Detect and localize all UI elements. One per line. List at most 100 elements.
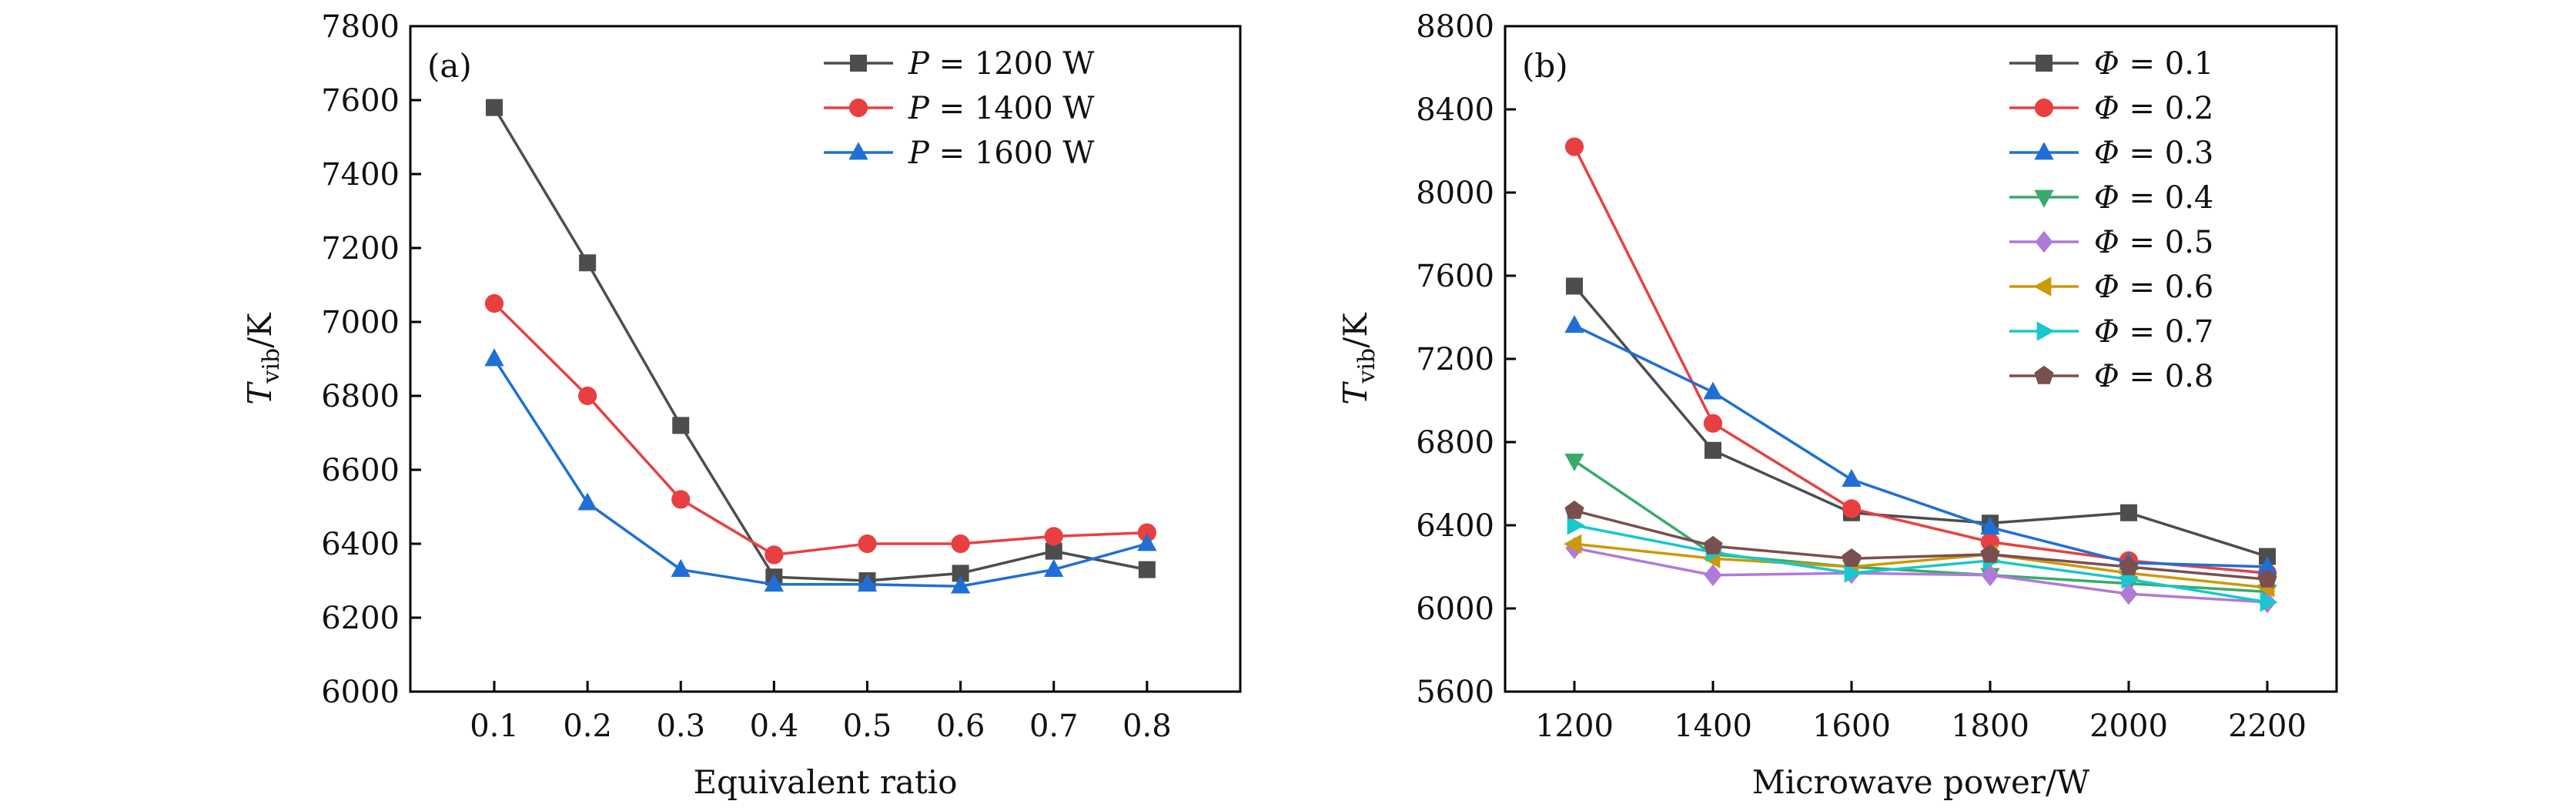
legend-item: Φ = 0.5 <box>2009 225 2213 260</box>
legend-item: Φ = 0.2 <box>2009 91 2213 126</box>
plot-frame <box>409 25 1242 693</box>
data-point <box>764 545 784 565</box>
data-point <box>1842 548 1862 567</box>
x-tick-label: 2000 <box>2089 709 2168 744</box>
series-1 <box>486 99 1156 589</box>
data-point <box>671 558 691 577</box>
y-tick-label: 6400 <box>1416 508 1494 544</box>
data-point <box>1980 544 2000 563</box>
data-point <box>2119 582 2138 605</box>
data-point <box>1137 523 1156 542</box>
y-tick-label: 6000 <box>1416 591 1494 627</box>
x-axis-label: Microwave power/W <box>1752 763 2090 801</box>
data-point <box>1703 414 1723 433</box>
data-point <box>1564 500 1584 519</box>
series-5 <box>1565 537 2277 614</box>
data-point <box>484 293 504 313</box>
legend-eq: = 0.7 <box>2119 314 2214 350</box>
legend-eq: = 0.2 <box>2119 91 2214 126</box>
y-axis-label-unit: /K <box>1337 312 1374 348</box>
panel-label: (a) <box>427 47 472 85</box>
legend-var: Φ <box>2094 180 2119 216</box>
legend-item: P = 1200 W <box>824 46 1095 82</box>
data-point <box>1980 516 2000 535</box>
data-point <box>1044 558 1064 577</box>
data-point <box>1842 468 1862 487</box>
data-point <box>1045 542 1062 560</box>
data-point <box>2260 592 2278 612</box>
legend-var: Φ <box>2094 314 2119 350</box>
legend-item: Φ = 0.7 <box>2009 314 2213 350</box>
legend-eq: = 0.5 <box>2119 225 2214 260</box>
legend-var: P <box>908 91 930 126</box>
data-point <box>1137 533 1157 551</box>
legend-label: Φ = 0.6 <box>2094 270 2213 305</box>
data-point <box>1564 534 1582 554</box>
x-tick-label: 1200 <box>1535 709 1614 744</box>
y-tick-label: 6800 <box>1416 425 1494 461</box>
y-tick-label: 6200 <box>321 601 400 636</box>
series-line <box>1573 285 2268 558</box>
data-point <box>1703 381 1723 400</box>
data-point <box>484 348 504 367</box>
data-point <box>1981 564 1999 587</box>
legend-marker <box>2036 321 2055 341</box>
data-point <box>1044 527 1063 546</box>
x-tick-label: 0.4 <box>750 709 799 744</box>
legend-eq: = 0.1 <box>2119 46 2214 82</box>
legend-var: Φ <box>2094 91 2119 126</box>
legend-item: Φ = 0.8 <box>2009 359 2213 394</box>
y-tick-label: 7800 <box>321 9 400 45</box>
y-tick-label: 7000 <box>321 305 400 340</box>
legend-marker <box>2034 365 2054 384</box>
x-tick-label: 0.6 <box>936 709 985 744</box>
legend-marker <box>2035 230 2053 253</box>
legend-var: Φ <box>2094 270 2119 305</box>
y-tick-label: 7600 <box>321 83 400 119</box>
data-point <box>672 417 690 434</box>
legend-var: Φ <box>2094 136 2119 171</box>
x-tick-label: 0.1 <box>470 709 519 744</box>
data-point <box>857 574 878 592</box>
data-point <box>952 565 969 582</box>
x-tick-label: 0.2 <box>563 709 612 744</box>
legend-label: Φ = 0.2 <box>2094 91 2213 126</box>
data-point <box>1704 564 1722 587</box>
data-point <box>1564 453 1584 472</box>
y-tick-label: 7200 <box>1416 342 1494 377</box>
legend-label: Φ = 0.4 <box>2094 180 2213 216</box>
data-point <box>1703 535 1723 555</box>
legend-item: Φ = 0.6 <box>2009 270 2213 305</box>
legend-marker <box>848 142 868 160</box>
x-tick-label: 0.7 <box>1029 709 1079 744</box>
series-3 <box>1564 315 2277 575</box>
legend-marker <box>848 98 868 118</box>
series-4 <box>1564 453 2277 603</box>
data-point <box>2119 556 2139 575</box>
legend-label: Φ = 0.3 <box>2094 136 2213 171</box>
legend-label: P = 1400 W <box>908 91 1095 126</box>
data-point <box>2257 569 2277 588</box>
y-tick-label: 6600 <box>321 453 400 488</box>
legend-item: Φ = 0.3 <box>2009 136 2213 171</box>
y-tick-label: 7200 <box>321 231 400 266</box>
legend-var: P <box>908 46 930 82</box>
legend-label: P = 1600 W <box>908 136 1095 171</box>
y-tick-label: 8800 <box>1416 9 1494 45</box>
data-point <box>1566 277 1583 295</box>
legend-eq: = 1600 W <box>929 136 1095 171</box>
data-point <box>950 575 971 594</box>
data-point <box>2120 504 2137 521</box>
y-axis-label: Tvib/K <box>1337 312 1380 405</box>
y-tick-label: 6800 <box>321 379 400 414</box>
legend-marker <box>2036 55 2052 72</box>
y-tick-label: 8000 <box>1416 176 1494 211</box>
y-tick-label: 6000 <box>321 675 400 710</box>
data-point <box>951 534 970 554</box>
y-axis-label-subscript: vib <box>258 348 285 384</box>
x-tick-label: 1400 <box>1674 709 1752 744</box>
y-tick-label: 5600 <box>1416 675 1494 710</box>
legend-eq: = 0.3 <box>2119 136 2214 171</box>
legend-eq: = 1200 W <box>929 46 1095 82</box>
